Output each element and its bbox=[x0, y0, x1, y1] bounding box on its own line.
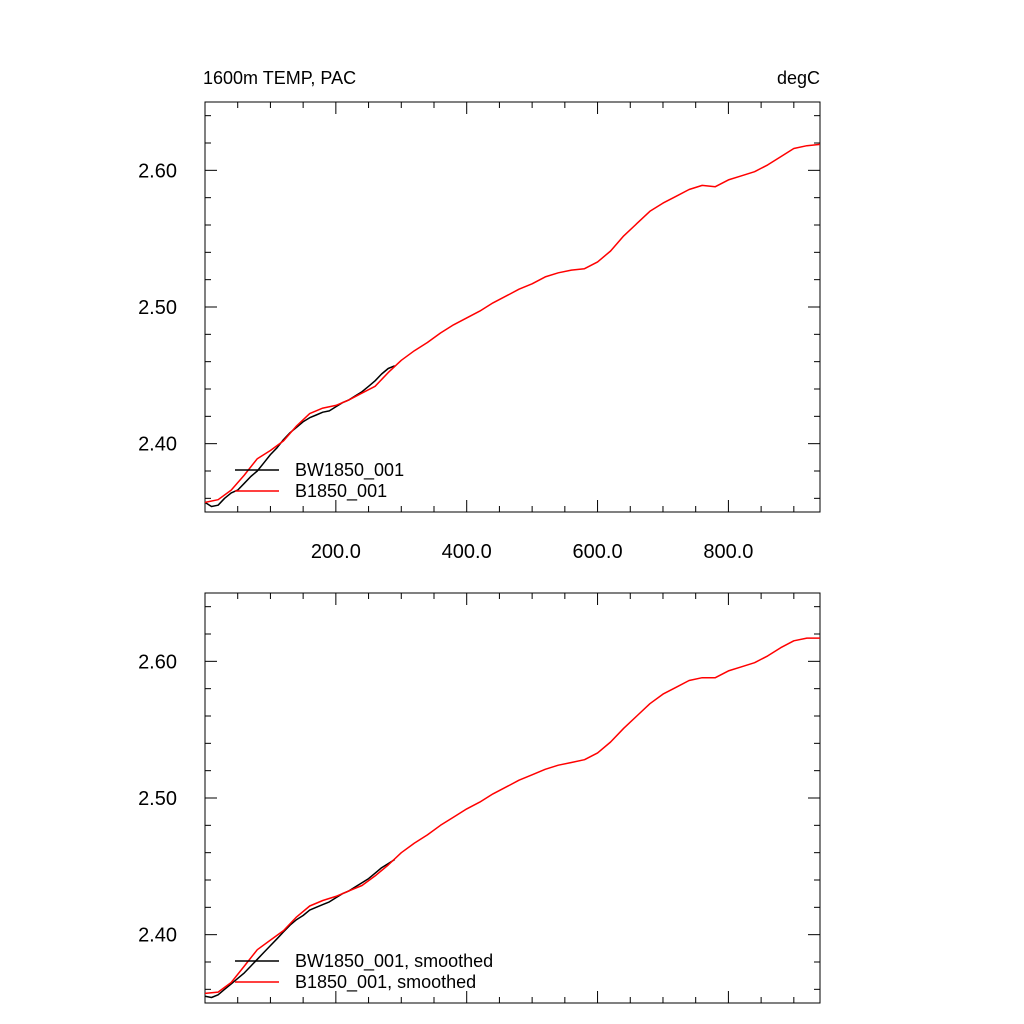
y-tick-label: 2.40 bbox=[138, 434, 177, 456]
legend-label: BW1850_001 bbox=[295, 460, 404, 481]
units-label: degC bbox=[777, 68, 820, 88]
legend-label: BW1850_001, smoothed bbox=[295, 951, 493, 972]
legend-label: B1850_001, smoothed bbox=[295, 972, 476, 993]
panel-bottom: 2.40 2.50 2.60 BW1850_001, smoothedB1850_00… bbox=[138, 592, 821, 1004]
x-tick-label: 400.0 bbox=[442, 541, 492, 563]
y-tick-label: 2.60 bbox=[138, 651, 177, 673]
series-line-red bbox=[205, 143, 820, 504]
y-tick-label: 2.60 bbox=[138, 160, 177, 182]
x-tick-label: 800.0 bbox=[703, 541, 753, 563]
chart-title: 1600m TEMP, PAC bbox=[203, 68, 356, 88]
y-tick-label: 2.50 bbox=[138, 297, 177, 319]
series-line-black bbox=[205, 858, 396, 999]
plot-frame bbox=[204, 101, 821, 513]
plot-frame bbox=[204, 592, 821, 1004]
series-line-red bbox=[205, 637, 820, 995]
x-tick-label: 200.0 bbox=[311, 541, 361, 563]
x-tick-label: 600.0 bbox=[573, 541, 623, 563]
y-tick-label: 2.40 bbox=[138, 925, 177, 947]
panel-top: 1600m TEMP, PAC degC 2.40 2.50 2.60 200.0 40… bbox=[138, 68, 821, 563]
legend-label: B1850_001 bbox=[295, 481, 387, 502]
y-tick-label: 2.50 bbox=[138, 788, 177, 810]
